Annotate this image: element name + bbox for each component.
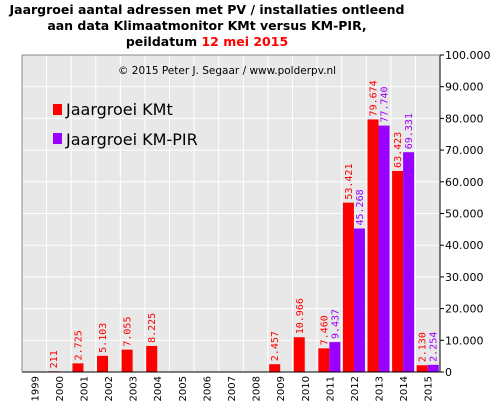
bar-kmt (392, 170, 404, 372)
bar-kmt (342, 202, 354, 372)
x-tick-label: 1999 (30, 376, 41, 401)
bar-kmpir (403, 152, 415, 372)
y-tick-label: 50.000 (445, 208, 484, 221)
legend-swatch-kmpir (53, 133, 62, 144)
data-label: 2.254 (429, 332, 440, 362)
bar-kmt (293, 337, 305, 372)
legend: Jaargroei KMt Jaargroei KM-PIR (53, 100, 198, 149)
x-axis-ticks: 1999 2000 2001 2002 2003 2004 2005 2006 2007 2008… (30, 376, 434, 401)
data-label: 45.268 (355, 189, 366, 225)
data-label: 77.740 (380, 86, 391, 122)
data-label: 211 (49, 350, 60, 368)
legend-swatch-kmt (53, 104, 62, 115)
x-tick-label: 2003 (129, 376, 140, 401)
data-label: 53.421 (344, 164, 355, 200)
x-tick-label: 2010 (301, 376, 312, 401)
data-label: 5.103 (98, 323, 109, 353)
y-axis-ticks: 0 10.000 20.000 30.000 40.000 50.000 60.000 70.… (440, 49, 491, 379)
legend-label-kmpir: Jaargroei KM-PIR (65, 130, 198, 149)
bar-series (47, 119, 439, 373)
bar-kmt (121, 349, 133, 372)
x-tick-label: 2012 (350, 376, 361, 401)
copyright-text: © 2015 Peter J. Segaar / www.polderpv.nl (118, 65, 336, 77)
y-tick-label: 0 (445, 366, 452, 379)
y-tick-label: 100.000 (445, 49, 491, 62)
title-date-prefix: peildatum (126, 34, 202, 49)
data-label: 7.460 (319, 315, 330, 345)
x-tick-label: 2013 (375, 376, 386, 401)
x-tick-label: 2014 (399, 376, 410, 401)
title-line-3: peildatum 12 mei 2015 (126, 34, 288, 49)
y-tick-label: 90.000 (445, 81, 484, 94)
data-label: 10.966 (295, 298, 306, 334)
bar-kmpir (353, 228, 365, 372)
bar-kmt (97, 355, 109, 372)
data-labels: 211 2.725 5.103 7.055 8.225 2.457 10.966 7.460 5… (49, 80, 440, 368)
bar-kmt (318, 348, 330, 372)
data-label: 2.457 (270, 331, 281, 361)
y-tick-label: 40.000 (445, 239, 484, 252)
x-tick-label: 2008 (252, 376, 263, 401)
x-tick-label: 2009 (276, 376, 287, 401)
y-tick-label: 70.000 (445, 144, 484, 157)
data-label: 69.331 (404, 113, 415, 149)
data-label: 7.055 (123, 317, 134, 347)
data-label: 2.725 (73, 330, 84, 360)
bar-kmt (367, 119, 379, 373)
data-label: 63.423 (393, 132, 404, 168)
y-tick-label: 30.000 (445, 271, 484, 284)
y-tick-label: 60.000 (445, 176, 484, 189)
y-tick-label: 10.000 (445, 334, 484, 347)
x-tick-label: 2011 (325, 376, 336, 401)
bar-kmpir (427, 364, 439, 372)
data-label: 2.130 (418, 332, 429, 362)
data-label: 79.674 (369, 80, 380, 116)
bar-kmt (146, 345, 158, 372)
x-tick-label: 2002 (104, 376, 115, 401)
x-tick-label: 2007 (227, 376, 238, 401)
x-tick-label: 2006 (202, 376, 213, 401)
chart-title: Jaargroei aantal adressen met PV / insta… (8, 2, 404, 49)
title-line-1: Jaargroei aantal adressen met PV / insta… (8, 2, 404, 17)
bar-kmt (72, 363, 84, 372)
x-tick-label: 2000 (55, 376, 66, 401)
title-line-2: aan data Klimaatmonitor KMt versus KM-PI… (47, 18, 366, 33)
bar-kmpir (329, 342, 341, 372)
x-tick-label: 2005 (178, 376, 189, 401)
x-tick-label: 2004 (153, 376, 164, 401)
data-label: 9.437 (330, 309, 341, 339)
bar-kmpir (378, 125, 390, 372)
data-label: 8.225 (147, 313, 158, 343)
y-tick-label: 80.000 (445, 112, 484, 125)
bar-kmt (269, 364, 281, 372)
legend-label-kmt: Jaargroei KMt (65, 100, 173, 119)
x-tick-label: 2001 (79, 376, 90, 401)
bar-kmt (416, 365, 428, 372)
title-date: 12 mei 2015 (201, 34, 288, 49)
x-tick-label: 2015 (424, 376, 435, 401)
y-tick-label: 20.000 (445, 303, 484, 316)
